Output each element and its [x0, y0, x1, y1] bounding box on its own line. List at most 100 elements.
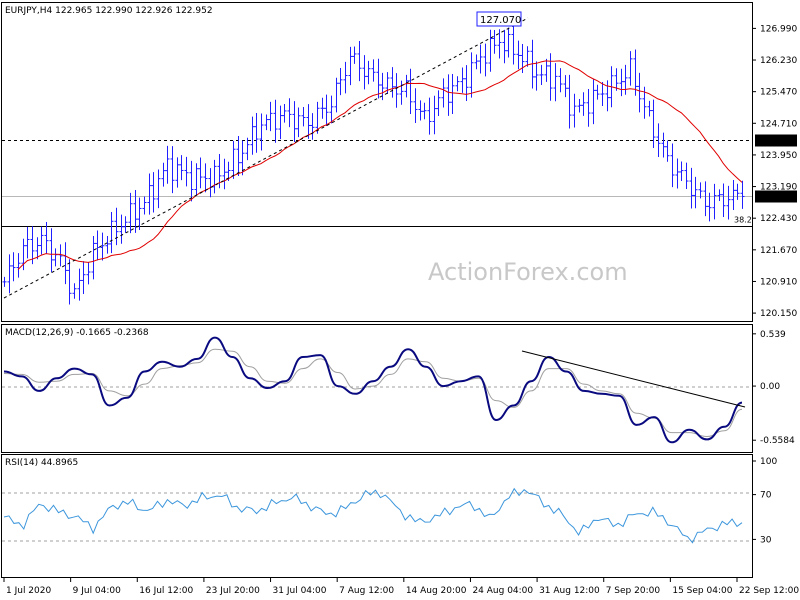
ohlc-bar — [572, 93, 577, 128]
ohlc-bar — [679, 161, 684, 182]
ohlc-bar — [245, 137, 250, 161]
ohlc-bar — [292, 101, 297, 143]
fib-label: 38.2 — [734, 216, 752, 225]
ohlc-bar — [222, 158, 227, 190]
ohlc-bar — [156, 169, 161, 209]
y-tick-label: 121.670 — [760, 246, 797, 256]
ohlc-bar — [100, 232, 105, 261]
ohlc-bar — [693, 176, 698, 209]
ohlc-bar — [595, 84, 600, 100]
ohlc-bar — [497, 29, 502, 59]
ohlc-bar — [418, 100, 423, 121]
ohlc-bar — [189, 160, 194, 202]
ohlc-bar — [422, 102, 427, 120]
time-tick-label: 24 Aug 04:00 — [472, 586, 533, 596]
ohlc-bar — [334, 77, 339, 113]
ohlc-bar — [151, 172, 156, 213]
ohlc-bar — [198, 157, 203, 189]
ohlc-bar — [95, 230, 100, 261]
ohlc-bar — [577, 98, 582, 113]
ohlc-bar — [371, 59, 376, 82]
time-axis: 1 Jul 2020 9 Jul 04:00 16 Jul 12:00 23 Jul … — [3, 578, 799, 596]
ohlc-bar — [165, 145, 170, 184]
macd-signal-line — [3, 348, 743, 438]
ohlc-bar — [474, 54, 479, 70]
ohlc-bar — [123, 216, 128, 233]
ohlc-bar — [619, 68, 624, 97]
ohlc-bar — [16, 253, 21, 278]
ohlc-bar — [306, 104, 311, 139]
ohlc-bar — [67, 259, 72, 305]
macd-line — [3, 336, 743, 444]
ohlc-bar — [161, 162, 166, 187]
ohlc-bar — [128, 192, 133, 234]
ohlc-bar — [278, 105, 283, 140]
ohlc-bar — [721, 183, 726, 217]
rsi-line — [3, 487, 743, 544]
ohlc-bar — [264, 114, 269, 131]
peak-label-box — [476, 11, 522, 27]
hline-label-box — [755, 190, 797, 203]
ohlc-bar — [39, 226, 44, 255]
ohlc-bar — [637, 72, 642, 113]
ohlc-bar — [525, 46, 530, 67]
y-tick-label: 126.230 — [760, 56, 797, 66]
ohlc-bar — [516, 40, 521, 70]
ohlc-bar — [446, 74, 451, 116]
ohlc-bar — [91, 235, 96, 280]
ohlc-bar — [717, 189, 722, 201]
rsi-pane-frame — [1, 454, 753, 578]
ohlc-bar — [72, 283, 77, 299]
ohlc-bar — [665, 140, 670, 162]
ohlc-bar — [492, 30, 497, 54]
ohlc-bar — [511, 24, 516, 65]
main-pane-title: EURJPY,H4 122.965 122.990 122.926 122.95… — [5, 6, 213, 16]
ohlc-bar — [119, 214, 124, 244]
ohlc-bar — [133, 189, 138, 233]
ohlc-bar — [329, 95, 334, 124]
hline-label: 122.952 — [758, 193, 795, 203]
ohlc-bar — [469, 52, 474, 98]
time-tick-label: 1 Jul 2020 — [6, 586, 51, 596]
ohlc-bar — [506, 27, 511, 58]
ohlc-bar — [30, 226, 35, 265]
ohlc-bar — [25, 226, 30, 259]
ohlc-bar — [670, 143, 675, 188]
ohlc-bar — [352, 46, 357, 64]
ohlc-bar — [7, 254, 12, 294]
ohlc-bar — [735, 183, 740, 200]
macd-y-axis-ticks: 0.539 0.00 -0.5584 — [752, 330, 795, 446]
ohlc-bar — [324, 94, 329, 126]
ohlc-bar — [591, 79, 596, 125]
ohlc-bar — [287, 98, 292, 128]
peak-label: 127.070 — [480, 15, 521, 26]
macd-y-tick-label: 0.00 — [760, 382, 780, 392]
ohlc-bar — [647, 100, 652, 117]
ohlc-bar — [661, 132, 666, 158]
ohlc-bar — [441, 78, 446, 108]
ohlc-bar — [707, 192, 712, 222]
ohlc-bar — [194, 163, 199, 195]
ohlc-bar — [432, 95, 437, 135]
time-tick-label: 15 Sep 04:00 — [672, 586, 732, 596]
ohlc-bar — [450, 74, 455, 115]
rsi-pane-title: RSI(14) 44.8965 — [5, 458, 78, 468]
ohlc-bar — [296, 107, 301, 138]
ohlc-bar — [2, 276, 7, 287]
rsi-y-tick-label: 70 — [760, 491, 772, 501]
ohlc-bar — [698, 182, 703, 199]
ohlc-bar — [703, 181, 708, 217]
ohlc-bar — [380, 72, 385, 101]
ohlc-bar — [240, 140, 245, 176]
ohlc-bar — [427, 97, 432, 135]
main-price-pane: ActionForex.com 127.070 EURJPY,H4 122.96… — [1, 2, 797, 322]
ohlc-bar — [11, 252, 16, 282]
time-tick-label: 14 Aug 20:00 — [406, 586, 467, 596]
ohlc-bar — [254, 112, 259, 153]
ohlc-bar — [390, 67, 395, 98]
ohlc-bar — [740, 180, 745, 209]
ohlc-bar — [268, 101, 273, 132]
ohlc-bar — [21, 238, 26, 271]
macd-pane: MACD(12,26,9) -0.1665 -0.2368 0.539 0.00 -… — [1, 324, 795, 453]
y-tick-label: 123.190 — [760, 183, 797, 193]
